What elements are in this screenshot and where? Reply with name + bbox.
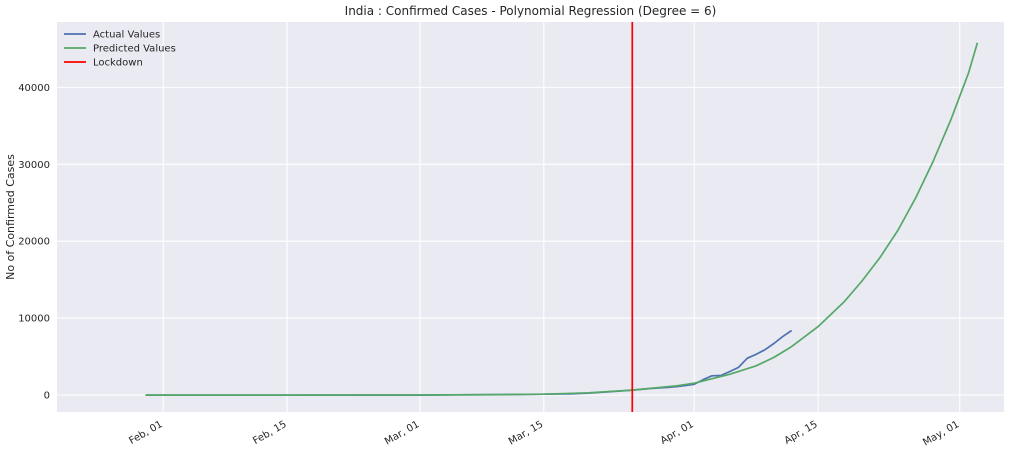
legend-label: Lockdown [93, 58, 143, 69]
x-tick-label: May, 01 [921, 419, 961, 448]
legend-label: Predicted Values [93, 44, 176, 55]
x-tick-label: Feb, 01 [127, 419, 164, 447]
x-tick-label: Mar, 01 [383, 419, 421, 448]
y-axis-label: No of Confirmed Cases [4, 154, 17, 280]
x-tick-label: Apr, 15 [783, 419, 820, 447]
plot-area [57, 22, 1004, 412]
x-tick-label: Feb, 15 [251, 419, 288, 447]
grid [57, 22, 1004, 412]
y-tick-label: 10000 [18, 314, 50, 325]
x-axis: Feb, 01 Feb, 15 Mar, 01 Mar, 15 Apr, 01 Apr, … [127, 419, 961, 448]
series-line-predicted-values [145, 42, 979, 396]
y-tick-label: 30000 [18, 160, 50, 171]
y-tick-label: 20000 [18, 237, 50, 248]
x-tick-label: Apr, 01 [659, 419, 696, 447]
legend: Actual Values Predicted Values Lockdown [64, 30, 176, 69]
y-axis: 0 10000 20000 30000 40000 [18, 83, 50, 402]
chart-title: India : Confirmed Cases - Polynomial Reg… [345, 4, 717, 18]
y-tick-label: 0 [44, 391, 50, 402]
y-tick-label: 40000 [18, 83, 50, 94]
legend-label: Actual Values [93, 30, 160, 41]
x-tick-label: Mar, 15 [507, 419, 545, 448]
series-layer [145, 22, 979, 412]
